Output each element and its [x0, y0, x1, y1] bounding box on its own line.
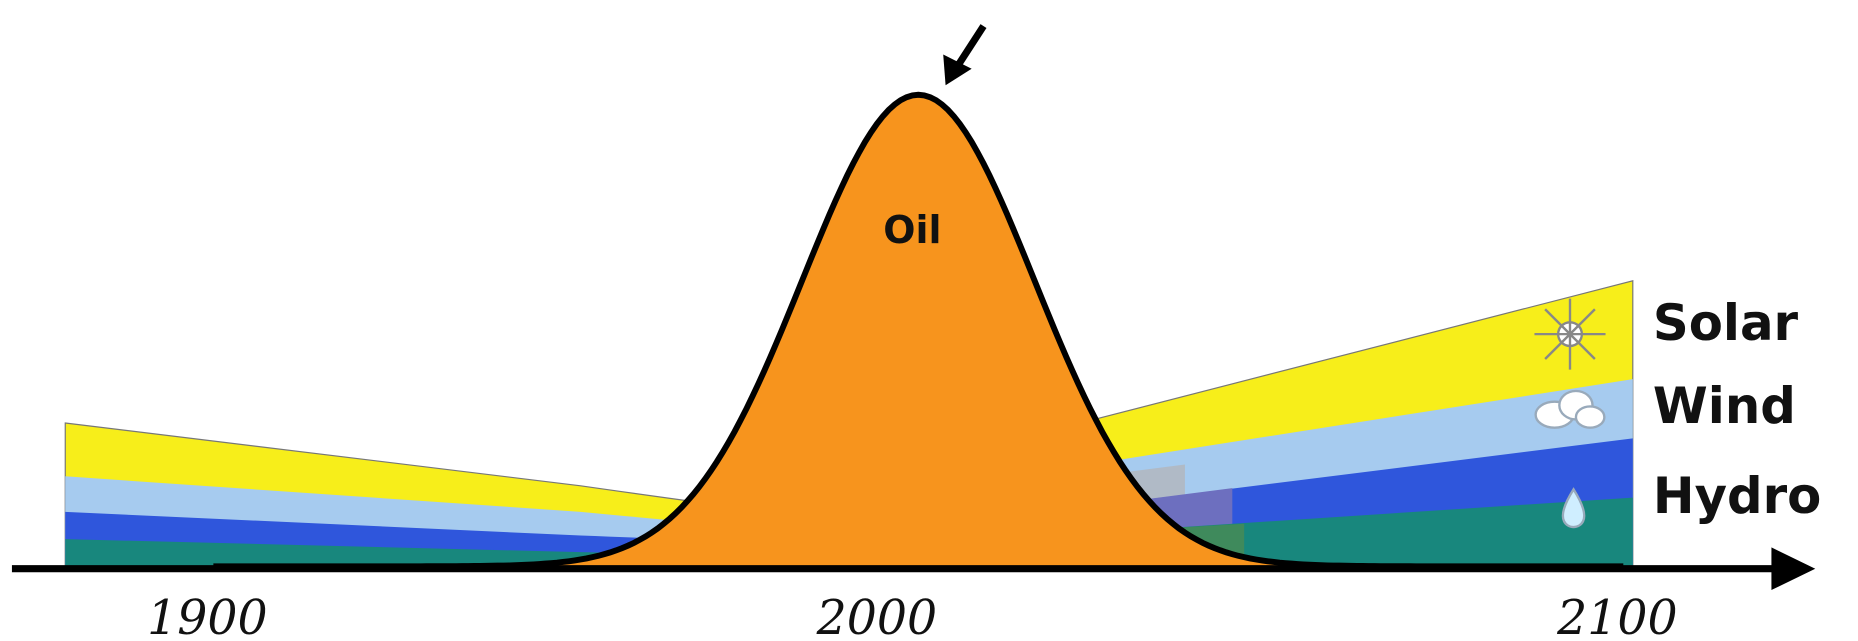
year-label: 2100	[1556, 591, 1678, 641]
solar-label: Solar	[1653, 294, 1799, 352]
wind-label: Wind	[1653, 377, 1796, 435]
year-label: 2000	[816, 591, 938, 641]
hydro-label: Hydro	[1653, 467, 1821, 525]
year-label: 1900	[147, 591, 268, 641]
oil-label: Oil	[883, 208, 941, 252]
cloud-icon	[1534, 389, 1606, 429]
peak-arrow	[943, 24, 987, 86]
sun-icon	[1534, 298, 1606, 370]
axis-arrowhead	[1771, 547, 1816, 591]
drop-icon	[1561, 487, 1586, 529]
